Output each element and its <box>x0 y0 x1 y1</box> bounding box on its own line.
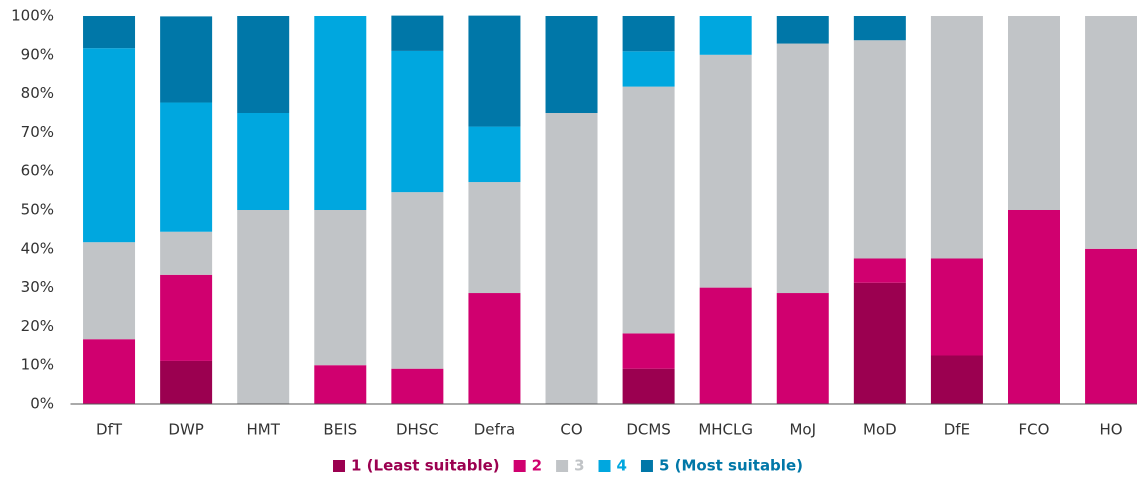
legend-label: 3 <box>574 457 584 475</box>
bar-segment <box>545 113 598 404</box>
y-tick-label: 100% <box>11 7 54 25</box>
legend-swatch <box>556 460 569 472</box>
bar-segment <box>314 210 367 366</box>
legend-swatch <box>640 460 653 472</box>
x-tick-label: HO <box>1100 421 1123 439</box>
y-tick-label: 50% <box>21 201 54 219</box>
bar-segment <box>776 43 829 294</box>
bar-segment <box>1008 210 1060 404</box>
bar-segment <box>468 15 521 127</box>
bar-segment <box>699 16 752 55</box>
bar-segment <box>391 192 444 369</box>
bar-segment <box>468 182 521 294</box>
x-tick-label: DWP <box>168 421 203 439</box>
bar-segment <box>622 16 675 52</box>
bar-segment <box>853 282 906 404</box>
x-tick-label: DfT <box>96 421 123 439</box>
bar-segment <box>545 16 598 113</box>
y-tick-label: 80% <box>21 84 54 102</box>
bar-segment <box>83 48 136 243</box>
x-tick-label: FCO <box>1019 421 1050 439</box>
bar-segment <box>160 102 213 232</box>
bar-segment <box>468 293 521 404</box>
legend-label: 5 (Most suitable) <box>659 457 803 475</box>
bar-segment <box>853 16 906 41</box>
legend-swatch <box>598 460 611 472</box>
y-tick-label: 20% <box>21 317 54 335</box>
x-tick-label: CO <box>560 421 582 439</box>
x-tick-label: DHSC <box>396 421 439 439</box>
bar-segment <box>237 16 290 113</box>
bar-segment <box>699 54 752 288</box>
bar-segment <box>160 274 213 361</box>
x-tick-label: BEIS <box>323 421 357 439</box>
bar-segment <box>1008 16 1060 210</box>
bar-segment <box>622 333 675 369</box>
legend-swatch <box>333 460 346 472</box>
bar-segment <box>622 51 675 87</box>
bar-segment <box>853 258 906 283</box>
bar-segment <box>83 242 136 340</box>
legend-label: 2 <box>532 457 542 475</box>
y-tick-label: 60% <box>21 162 54 180</box>
x-tick-label: MoD <box>863 421 897 439</box>
bar-segment <box>622 86 675 334</box>
bar-segment <box>930 16 983 259</box>
bar-segment <box>160 360 213 404</box>
bar-segment <box>391 368 444 404</box>
x-tick-label: MHCLG <box>698 421 753 439</box>
y-tick-label: 40% <box>21 239 54 257</box>
bar-segment <box>237 113 290 210</box>
bar-segment <box>1085 248 1137 404</box>
bar-segment <box>776 16 829 44</box>
bar-segment <box>1085 16 1137 249</box>
legend-swatch <box>513 460 526 472</box>
bar-segment <box>160 16 213 103</box>
bar-segment <box>314 16 367 210</box>
bar-segment <box>930 355 983 404</box>
y-tick-label: 0% <box>30 395 54 413</box>
x-tick-label: DfE <box>944 421 970 439</box>
bar-segment <box>391 15 444 51</box>
bar-segment <box>776 293 829 404</box>
legend-label: 4 <box>617 457 627 475</box>
bar-segment <box>83 339 136 404</box>
bar-segment <box>930 258 983 356</box>
x-tick-label: DCMS <box>626 421 671 439</box>
bar-segment <box>699 287 752 404</box>
bar-segment <box>622 368 675 404</box>
bar-segment <box>391 50 444 193</box>
x-tick-label: HMT <box>247 421 281 439</box>
y-tick-label: 70% <box>21 123 54 141</box>
bar-segment <box>468 126 521 183</box>
y-tick-label: 30% <box>21 278 54 296</box>
y-tick-label: 10% <box>21 356 54 374</box>
bar-segment <box>853 40 906 259</box>
bar-segment <box>237 210 290 404</box>
bar-segment <box>83 16 136 49</box>
bar-segment <box>314 365 367 404</box>
y-tick-label: 90% <box>21 45 54 63</box>
x-tick-label: Defra <box>474 421 515 439</box>
bar-segment <box>160 231 213 275</box>
x-tick-label: MoJ <box>789 421 816 439</box>
legend-label: 1 (Least suitable) <box>351 457 500 475</box>
